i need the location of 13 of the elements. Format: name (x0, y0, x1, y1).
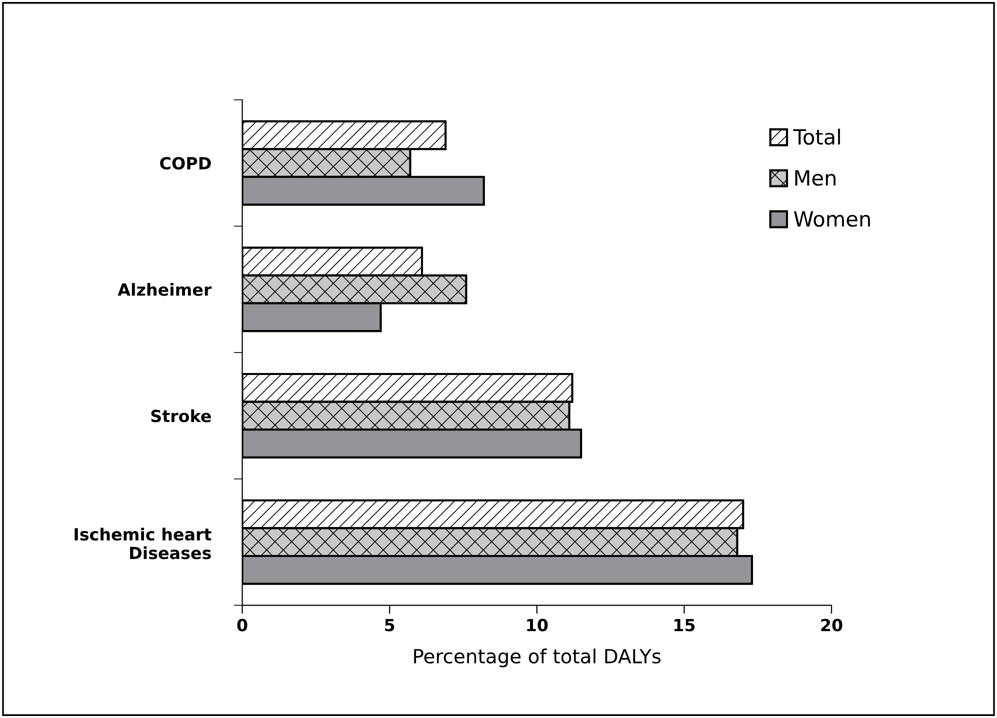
x-axis-title: Percentage of total DALYs (414, 648, 661, 668)
legend-label: Men (795, 170, 836, 186)
x-tick-label: 15 (674, 618, 695, 632)
x-tick-label: 5 (385, 618, 394, 632)
y-tick-label: Ischemic heart Diseases (74, 528, 212, 560)
y-tick-label: COPD (160, 156, 211, 170)
legend-label: Total (793, 128, 840, 145)
legend-label: Women (794, 211, 870, 227)
y-tick-label: Stroke (151, 409, 211, 422)
x-tick-label: 0 (237, 618, 248, 632)
y-tick-label: Alzheimer (118, 283, 212, 296)
x-tick-label: 10 (527, 618, 548, 632)
x-tick-label: 20 (821, 618, 842, 632)
